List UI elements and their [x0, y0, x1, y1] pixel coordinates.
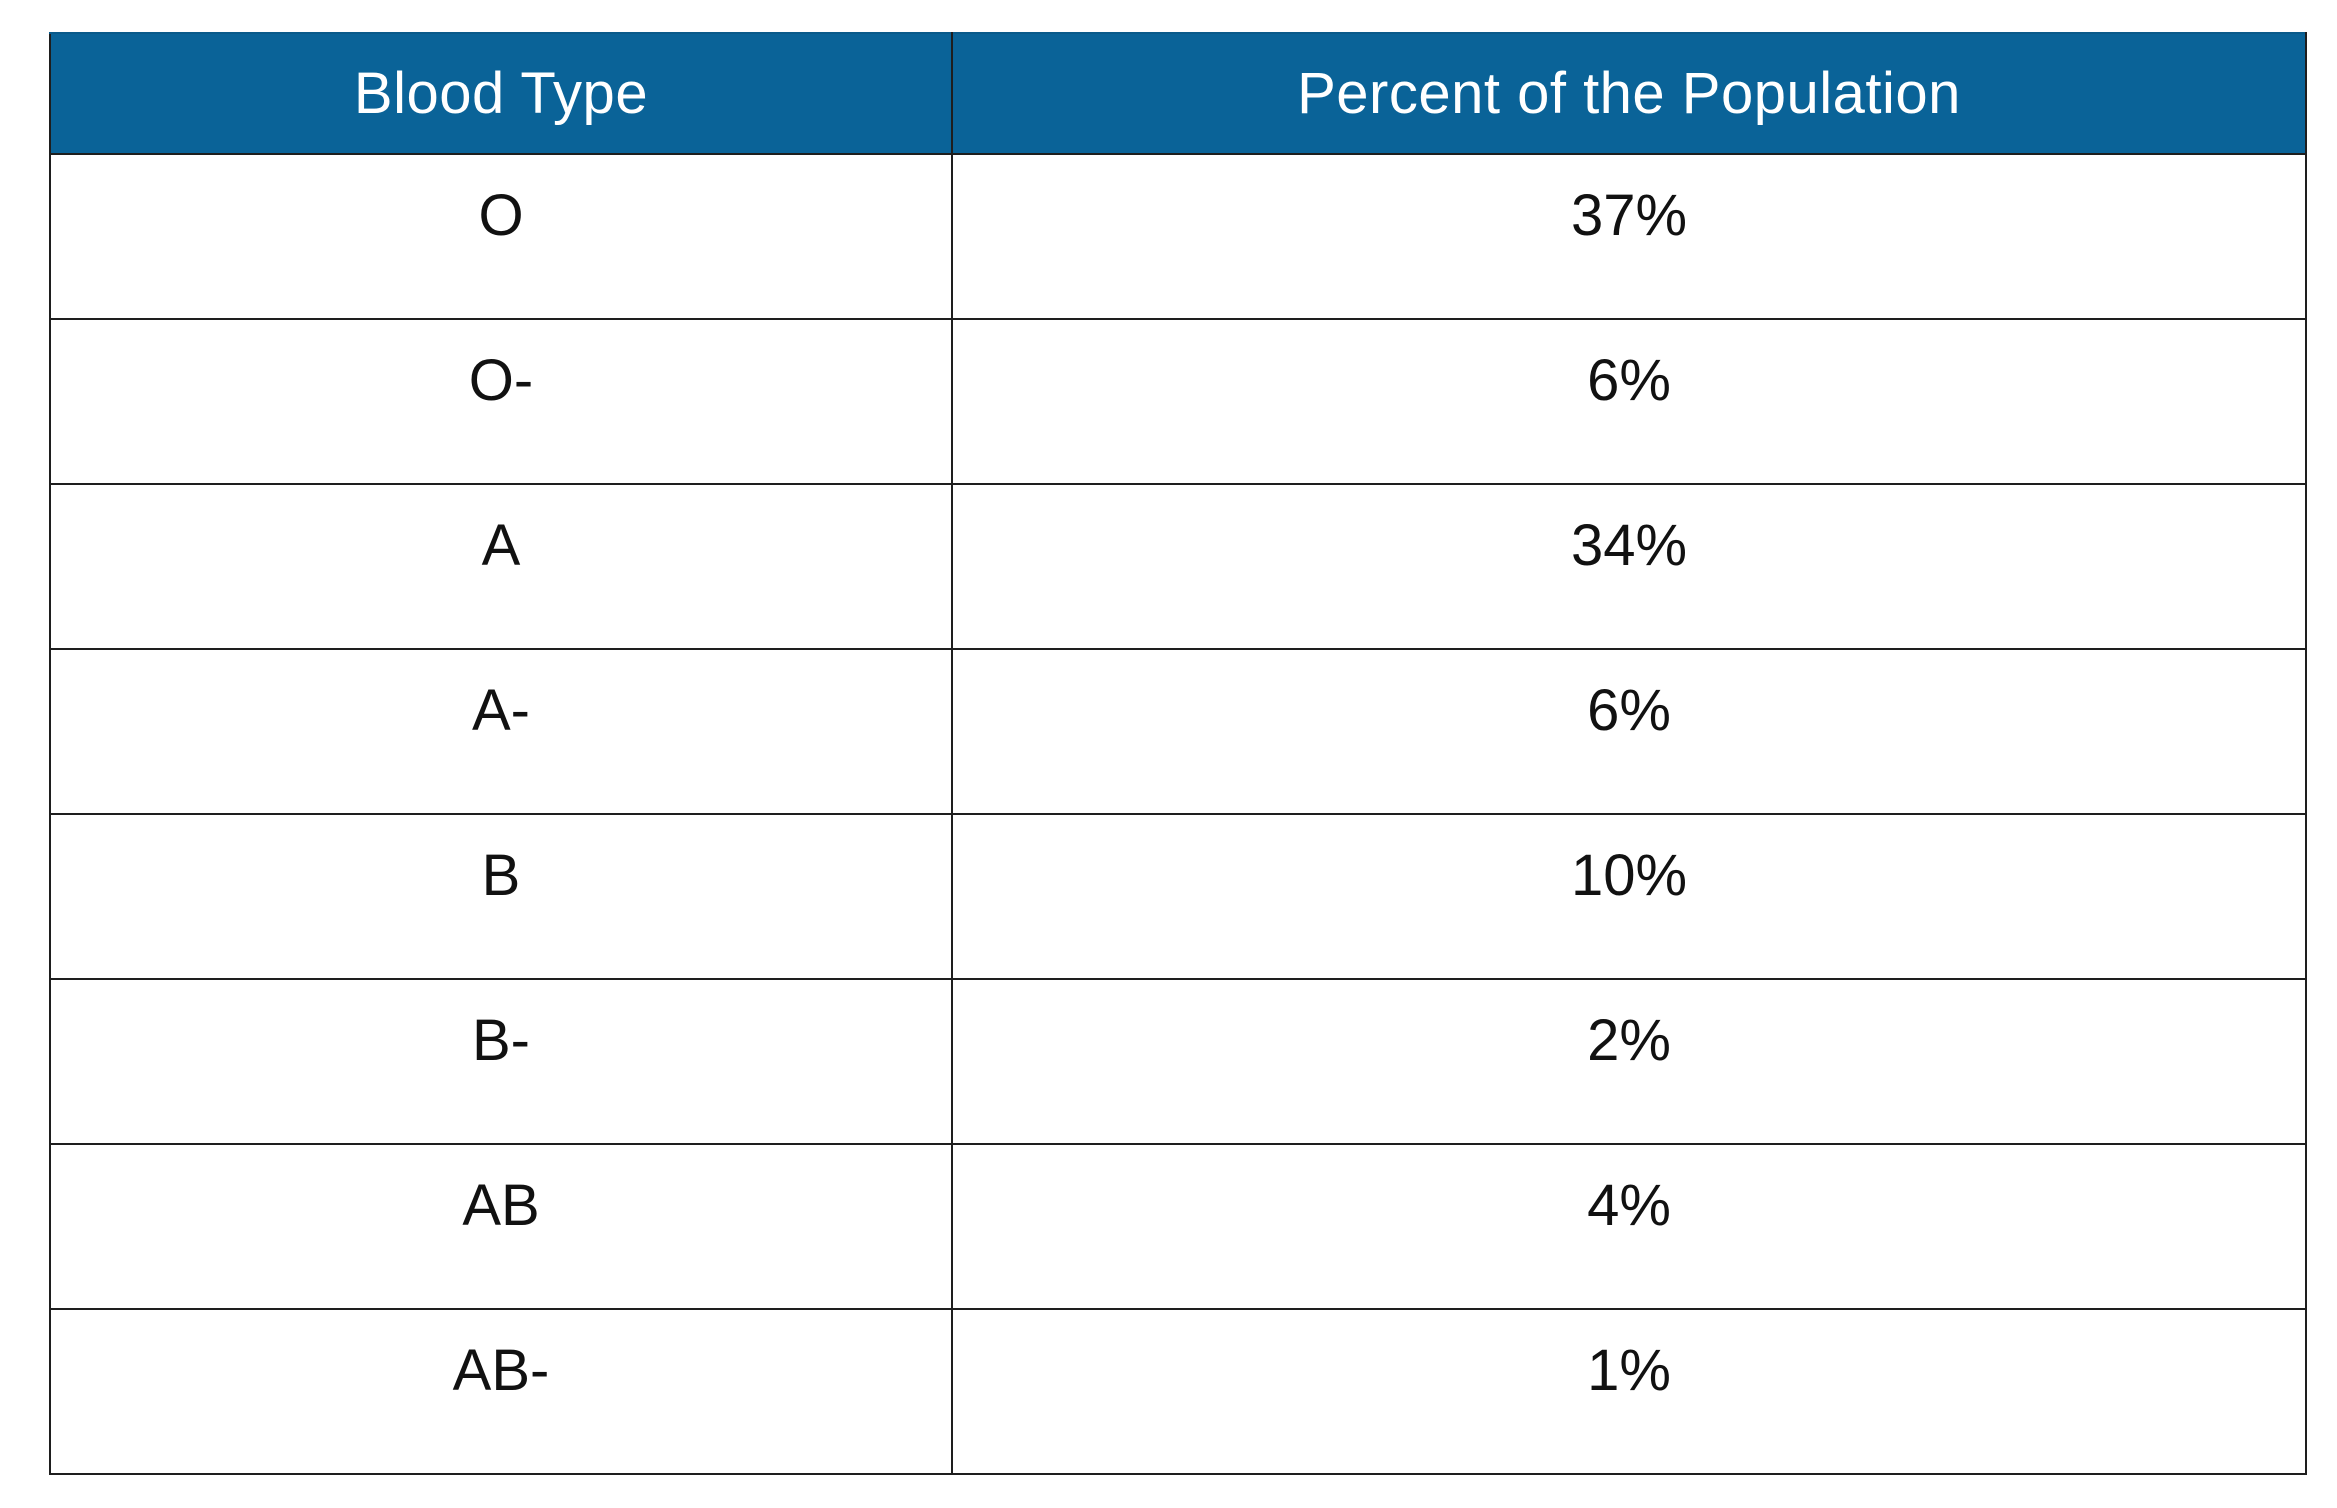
percent-cell: 34%	[951, 483, 2307, 650]
table-row: AB 4%	[49, 1143, 2307, 1310]
percent-text: 10%	[1570, 843, 1688, 908]
blood-type-cell: A-	[49, 648, 953, 815]
percent-text: 2%	[1587, 1008, 1671, 1073]
percent-cell: 2%	[951, 978, 2307, 1145]
blood-type-cell: B	[49, 813, 953, 980]
percent-cell: 6%	[951, 648, 2307, 815]
blood-type-table-container: Blood Type Percent of the Population O 3…	[49, 32, 2307, 1475]
column-header-percent: Percent of the Population	[951, 32, 2307, 155]
percent-text: 1%	[1587, 1338, 1671, 1403]
percent-text: 6%	[1587, 348, 1671, 413]
percent-text: 4%	[1587, 1173, 1671, 1238]
blood-type-text: AB-	[452, 1338, 550, 1403]
percent-cell: 37%	[951, 153, 2307, 320]
blood-type-cell: O	[49, 153, 953, 320]
blood-type-cell: B-	[49, 978, 953, 1145]
table-row: O- 6%	[49, 318, 2307, 485]
blood-type-table: Blood Type Percent of the Population O 3…	[49, 32, 2307, 1475]
percent-text: 6%	[1587, 678, 1671, 743]
percent-cell: 6%	[951, 318, 2307, 485]
blood-type-cell: O-	[49, 318, 953, 485]
table-row: O 37%	[49, 153, 2307, 320]
table-row: A- 6%	[49, 648, 2307, 815]
column-header-blood-type: Blood Type	[49, 32, 953, 155]
table-row: B- 2%	[49, 978, 2307, 1145]
blood-type-cell: AB-	[49, 1308, 953, 1475]
percent-cell: 1%	[951, 1308, 2307, 1475]
blood-type-cell: A	[49, 483, 953, 650]
table-row: AB- 1%	[49, 1308, 2307, 1475]
table-row: B 10%	[49, 813, 2307, 980]
blood-type-text: A	[481, 513, 521, 578]
blood-type-text: O-	[468, 348, 534, 413]
blood-type-text: O	[478, 183, 524, 248]
blood-type-text: AB	[462, 1173, 540, 1238]
percent-cell: 4%	[951, 1143, 2307, 1310]
percent-text: 37%	[1570, 183, 1688, 248]
percent-cell: 10%	[951, 813, 2307, 980]
table-row: A 34%	[49, 483, 2307, 650]
header-row: Blood Type Percent of the Population	[49, 32, 2307, 155]
blood-type-text: A-	[472, 678, 530, 743]
blood-type-cell: AB	[49, 1143, 953, 1310]
blood-type-text: B	[481, 843, 521, 908]
percent-text: 34%	[1570, 513, 1688, 578]
blood-type-text: B-	[472, 1008, 530, 1073]
